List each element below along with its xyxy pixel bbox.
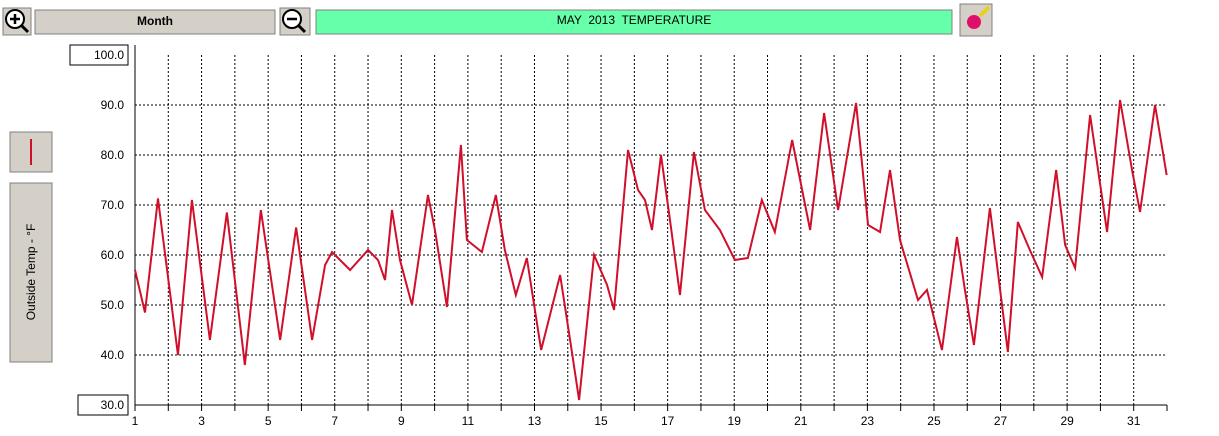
x-tick-label: 15: [594, 414, 608, 428]
y-tick-label: 90.0: [101, 98, 125, 112]
chart-title: MAY 2013 TEMPERATURE: [557, 13, 712, 27]
x-tick-label: 23: [861, 414, 875, 428]
legend-button[interactable]: [9, 131, 53, 173]
y-tick-box: [77, 394, 129, 416]
y-tick-label: 40.0: [101, 348, 125, 362]
x-tick-label: 11: [462, 414, 475, 428]
x-tick-label: 19: [728, 414, 742, 428]
y-tick-label: 100.0: [94, 48, 124, 62]
x-tick-label: 3: [198, 414, 205, 428]
temperature-line: [134, 99, 1168, 401]
title-bar: [315, 9, 953, 35]
zoom-in-button[interactable]: [2, 7, 32, 36]
x-tick-label: 7: [331, 414, 338, 428]
x-tick-label: 21: [794, 414, 808, 428]
period-button[interactable]: Month: [34, 9, 276, 35]
x-tick-label: 17: [661, 414, 675, 428]
x-tick-label: 31: [1127, 414, 1141, 428]
y-tick-box: [69, 44, 129, 66]
zoom-out-button[interactable]: [279, 7, 311, 36]
y-tick-label: 80.0: [101, 148, 125, 162]
axis-label-button[interactable]: Outside Temp - °F: [9, 182, 53, 363]
y-tick-label: 70.0: [101, 198, 125, 212]
x-tick-label: 25: [927, 414, 941, 428]
x-tick-label: 5: [265, 414, 272, 428]
y-tick-label: 50.0: [101, 298, 125, 312]
x-tick-label: 27: [994, 414, 1008, 428]
x-tick-label: 1: [132, 414, 139, 428]
tool-icon[interactable]: [959, 3, 993, 37]
x-tick-label: 29: [1060, 414, 1074, 428]
x-tick-label: 9: [398, 414, 405, 428]
y-tick-label: 60.0: [101, 248, 125, 262]
x-tick-label: 13: [528, 414, 542, 428]
period-label: Month: [137, 14, 173, 28]
y-axis-label: Outside Temp - °F: [24, 224, 38, 321]
y-tick-label: 30.0: [101, 398, 125, 412]
